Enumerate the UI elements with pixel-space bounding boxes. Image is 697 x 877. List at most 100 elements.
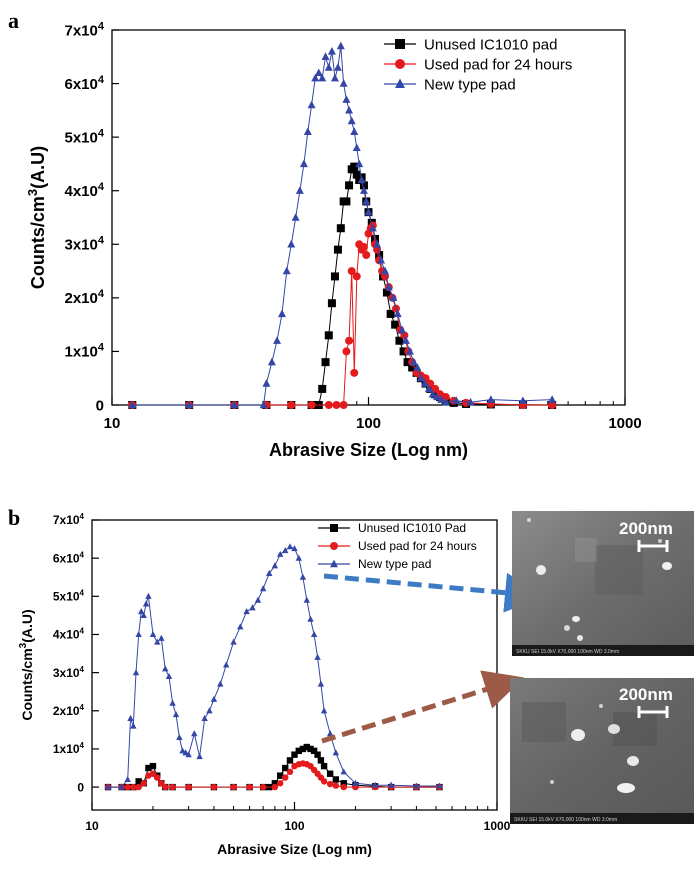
- data-point: [416, 373, 425, 382]
- data-point: [286, 757, 294, 764]
- data-point: [384, 282, 393, 291]
- data-point: [230, 783, 237, 791]
- data-point: [401, 336, 410, 344]
- data-point: [320, 778, 328, 785]
- y-tick-label: 3x104: [65, 235, 105, 254]
- y-axis-title: Counts/cm3(A.U): [18, 609, 35, 720]
- legend-marker: [395, 78, 405, 88]
- data-point: [282, 774, 289, 781]
- data-point: [265, 569, 273, 576]
- data-point: [327, 47, 336, 55]
- data-point: [324, 331, 333, 340]
- data-point: [397, 325, 406, 334]
- data-point: [413, 363, 422, 371]
- y-tick-label: 4x104: [65, 181, 105, 200]
- data-point: [149, 762, 157, 770]
- data-point: [330, 73, 339, 82]
- data-point: [377, 255, 386, 264]
- data-point: [332, 782, 340, 789]
- data-point: [271, 562, 279, 569]
- y-tick-label: 0: [96, 397, 104, 414]
- y-tick-label: 5x104: [53, 589, 85, 604]
- data-point: [314, 751, 321, 758]
- y-tick-label: 7x104: [65, 20, 105, 39]
- series-line: [132, 224, 553, 406]
- data-point: [399, 347, 408, 356]
- y-tick-label: 0: [77, 780, 84, 794]
- legend-marker: [330, 542, 338, 550]
- series-circle: [128, 221, 557, 409]
- data-point: [259, 585, 267, 592]
- data-point: [237, 623, 244, 630]
- data-point: [303, 743, 310, 751]
- data-point: [277, 309, 286, 318]
- data-point: [326, 780, 334, 788]
- data-point: [104, 783, 112, 790]
- data-point: [340, 768, 347, 775]
- data-point: [330, 272, 339, 281]
- data-point: [310, 747, 318, 755]
- data-point: [362, 251, 371, 259]
- data-point: [124, 775, 131, 783]
- data-point: [437, 395, 446, 403]
- data-point: [332, 749, 340, 756]
- data-point: [345, 336, 354, 345]
- data-point: [359, 186, 368, 194]
- data-point: [282, 266, 291, 275]
- x-tick-label: 10: [85, 819, 99, 833]
- data-point: [254, 596, 262, 603]
- data-point: [318, 73, 327, 82]
- data-point: [185, 783, 192, 791]
- data-point: [340, 780, 347, 787]
- data-point: [230, 400, 239, 409]
- data-point: [368, 223, 377, 232]
- data-point: [179, 747, 186, 754]
- data-point: [162, 665, 169, 672]
- data-point: [124, 783, 131, 791]
- data-point: [310, 630, 318, 638]
- data-point: [142, 600, 150, 607]
- data-point: [295, 186, 304, 194]
- data-point: [271, 783, 279, 791]
- data-point: [333, 245, 342, 254]
- data-point: [395, 336, 404, 345]
- data-point: [408, 363, 417, 372]
- data-point: [370, 234, 379, 243]
- data-point: [299, 159, 308, 168]
- data-point: [185, 751, 192, 758]
- plot-frame: [111, 29, 626, 406]
- data-point: [249, 604, 256, 611]
- data-point: [347, 116, 356, 125]
- data-point: [138, 608, 145, 615]
- legend-label: Used pad for 24 hours: [424, 56, 572, 73]
- legend-marker: [395, 59, 405, 69]
- data-point: [317, 680, 325, 687]
- data-point: [307, 100, 316, 109]
- data-point: [433, 392, 442, 401]
- legend-label: New type pad: [424, 76, 516, 93]
- data-point: [373, 239, 382, 248]
- data-point: [409, 357, 418, 366]
- y-axis-title: Counts/cm3(A.U): [25, 146, 48, 289]
- data-point: [403, 358, 412, 367]
- data-point: [357, 175, 366, 184]
- data-point: [327, 299, 336, 308]
- chart-panel-a: 10 100 1000 0 1x104 2x104 3x104 4x104 5x104 6x104…: [25, 20, 642, 460]
- data-point: [286, 768, 294, 776]
- data-point: [352, 272, 361, 281]
- series-square: [128, 162, 557, 409]
- data-point: [291, 213, 300, 221]
- data-point: [201, 714, 208, 721]
- data-point: [299, 745, 307, 753]
- data-point: [336, 224, 345, 233]
- data-point: [352, 143, 361, 152]
- data-point: [371, 781, 379, 788]
- data-point: [307, 745, 314, 753]
- data-point: [391, 320, 400, 329]
- x-axis-title: Abrasive Size (Log nm): [269, 440, 468, 460]
- data-point: [340, 783, 347, 791]
- data-point: [413, 782, 420, 789]
- legend-label: New type pad: [358, 557, 431, 571]
- series-circle: [104, 760, 443, 791]
